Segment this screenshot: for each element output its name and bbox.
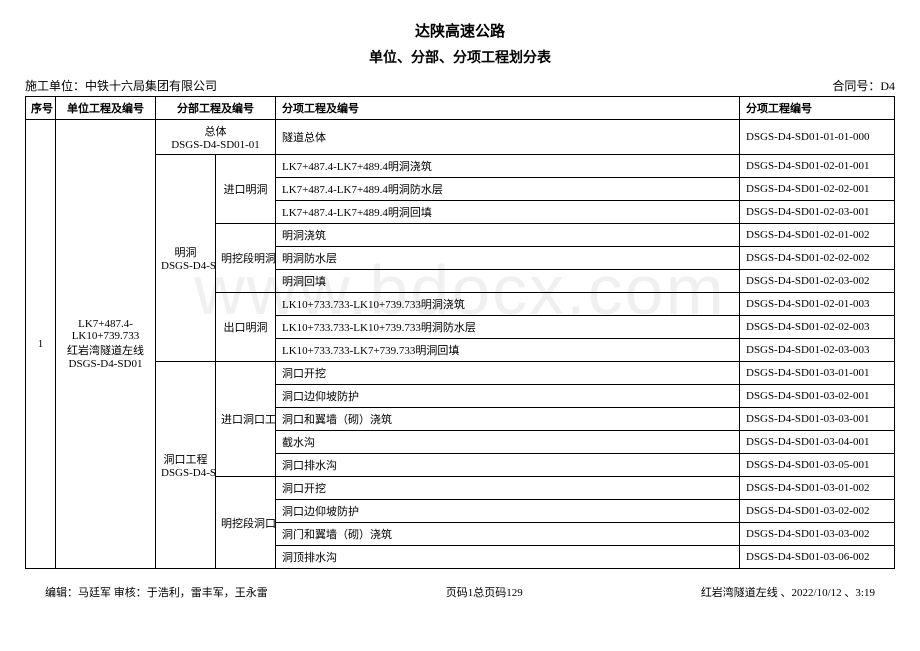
sub1-l2: DSGS-D4-SD01-01: [161, 139, 270, 151]
cell-item-e: 明挖段洞口工程: [216, 477, 276, 569]
cell-detail: 明洞防水层: [276, 247, 740, 270]
footer-mid: 页码1总页码129: [446, 584, 523, 600]
contract: 合同号：D4: [832, 77, 895, 94]
cell-code: DSGS-D4-SD01-01-01-000: [740, 120, 895, 155]
sub2-l1: 明洞: [161, 244, 210, 260]
cell-detail: 洞口边仰坡防护: [276, 385, 740, 408]
cell-sub1: 总体 DSGS-D4-SD01-01: [156, 120, 276, 155]
cell-detail: 明洞回填: [276, 270, 740, 293]
cell-item-d: 进口洞口工程: [216, 362, 276, 477]
cell-code: DSGS-D4-SD01-03-02-002: [740, 500, 895, 523]
cell-detail: 洞顶排水沟: [276, 546, 740, 569]
cell-detail: 洞门和翼墙（砌）浇筑: [276, 523, 740, 546]
cell-detail: 洞口边仰坡防护: [276, 500, 740, 523]
th-seq: 序号: [26, 97, 56, 120]
title-sub: 单位、分部、分项工程划分表: [25, 47, 895, 67]
cell-code: DSGS-D4-SD01-02-03-003: [740, 339, 895, 362]
unit-l4: DSGS-D4-SD01: [61, 358, 150, 370]
cell-detail: LK10+733.733-LK7+739.733明洞回填: [276, 339, 740, 362]
table-header: 序号 单位工程及编号 分部工程及编号 分项工程及编号 分项工程编号: [26, 97, 895, 120]
sub1-l1: 总体: [161, 123, 270, 139]
cell-code: DSGS-D4-SD01-03-03-002: [740, 523, 895, 546]
table-row: 明洞 DSGS-D4-SD01-02 进口明洞 LK7+487.4-LK7+48…: [26, 155, 895, 178]
cell-detail: LK7+487.4-LK7+489.4明洞防水层: [276, 178, 740, 201]
table-row: 洞口工程 DSGS-D4-SD01-03 进口洞口工程 洞口开挖DSGS-D4-…: [26, 362, 895, 385]
cell-code: DSGS-D4-SD01-02-01-001: [740, 155, 895, 178]
cell-code: DSGS-D4-SD01-03-02-001: [740, 385, 895, 408]
cell-detail: 明洞浇筑: [276, 224, 740, 247]
th-code: 分项工程编号: [740, 97, 895, 120]
cell-detail: LK10+733.733-LK10+739.733明洞浇筑: [276, 293, 740, 316]
cell-item-b: 明挖段明洞: [216, 224, 276, 293]
th-sub: 分部工程及编号: [156, 97, 276, 120]
cell-detail: 截水沟: [276, 431, 740, 454]
cell-code: DSGS-D4-SD01-03-06-002: [740, 546, 895, 569]
th-detail: 分项工程及编号: [276, 97, 740, 120]
footer-right: 红岩湾隧道左线 、2022/10/12 、3:19: [701, 584, 875, 600]
unit-l2: LK10+739.733: [61, 330, 150, 342]
constructor: 施工单位：中铁十六局集团有限公司: [25, 77, 217, 94]
cell-code: DSGS-D4-SD01-02-02-003: [740, 316, 895, 339]
constructor-value: 中铁十六局集团有限公司: [85, 79, 217, 93]
cell-detail: LK7+487.4-LK7+489.4明洞浇筑: [276, 155, 740, 178]
cell-detail: LK10+733.733-LK10+739.733明洞防水层: [276, 316, 740, 339]
cell-item-a: 进口明洞: [216, 155, 276, 224]
constructor-label: 施工单位：: [25, 79, 85, 93]
cell-code: DSGS-D4-SD01-03-04-001: [740, 431, 895, 454]
cell-code: DSGS-D4-SD01-02-02-001: [740, 178, 895, 201]
cell-code: DSGS-D4-SD01-02-01-002: [740, 224, 895, 247]
title-block: 达陕高速公路 单位、分部、分项工程划分表: [25, 20, 895, 67]
sub3-l1: 洞口工程: [161, 451, 210, 467]
cell-detail: 洞口开挖: [276, 477, 740, 500]
cell-code: DSGS-D4-SD01-03-05-001: [740, 454, 895, 477]
sub3-l2: DSGS-D4-SD01-03: [161, 467, 210, 479]
unit-l1: LK7+487.4-: [61, 318, 150, 330]
unit-l3: 红岩湾隧道左线: [61, 342, 150, 358]
cell-sub3: 洞口工程 DSGS-D4-SD01-03: [156, 362, 216, 569]
contract-value: D4: [880, 79, 895, 93]
cell-item-c: 出口明洞: [216, 293, 276, 362]
cell-code: DSGS-D4-SD01-02-01-003: [740, 293, 895, 316]
main-table: 序号 单位工程及编号 分部工程及编号 分项工程及编号 分项工程编号 1 LK7+…: [25, 96, 895, 569]
table-row: 1 LK7+487.4- LK10+739.733 红岩湾隧道左线 DSGS-D…: [26, 120, 895, 155]
cell-detail: 洞口和翼墙（砌）浇筑: [276, 408, 740, 431]
cell-sub2: 明洞 DSGS-D4-SD01-02: [156, 155, 216, 362]
cell-detail: 洞口开挖: [276, 362, 740, 385]
th-unit: 单位工程及编号: [56, 97, 156, 120]
cell-code: DSGS-D4-SD01-02-03-002: [740, 270, 895, 293]
title-main: 达陕高速公路: [25, 20, 895, 41]
cell-code: DSGS-D4-SD01-03-01-002: [740, 477, 895, 500]
cell-code: DSGS-D4-SD01-02-02-002: [740, 247, 895, 270]
cell-detail: 隧道总体: [276, 120, 740, 155]
cell-code: DSGS-D4-SD01-03-03-001: [740, 408, 895, 431]
cell-unit: LK7+487.4- LK10+739.733 红岩湾隧道左线 DSGS-D4-…: [56, 120, 156, 569]
footer: 编辑：马廷军 审核：于浩利，雷丰军，王永雷 页码1总页码129 红岩湾隧道左线 …: [25, 584, 895, 600]
header-row: 施工单位：中铁十六局集团有限公司 合同号：D4: [25, 77, 895, 94]
cell-detail: LK7+487.4-LK7+489.4明洞回填: [276, 201, 740, 224]
cell-code: DSGS-D4-SD01-03-01-001: [740, 362, 895, 385]
contract-label: 合同号：: [832, 79, 880, 93]
cell-seq: 1: [26, 120, 56, 569]
sub2-l2: DSGS-D4-SD01-02: [161, 260, 210, 272]
cell-detail: 洞口排水沟: [276, 454, 740, 477]
footer-left: 编辑：马廷军 审核：于浩利，雷丰军，王永雷: [45, 584, 268, 600]
cell-code: DSGS-D4-SD01-02-03-001: [740, 201, 895, 224]
